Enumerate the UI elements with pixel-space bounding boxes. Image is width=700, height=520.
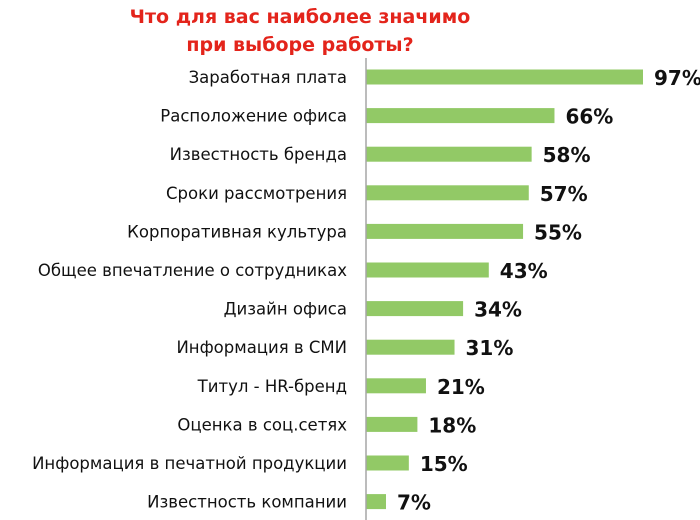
bar (366, 455, 409, 471)
bar (366, 262, 489, 278)
category-label: Информация в СМИ (176, 338, 347, 357)
category-label: Оценка в соц.сетях (177, 415, 347, 434)
value-label: 66% (565, 105, 613, 129)
category-label: Сроки рассмотрения (166, 184, 347, 203)
category-label: Расположение офиса (160, 107, 347, 126)
category-label: Общее впечатление о сотрудниках (38, 261, 347, 280)
category-label: Известность бренда (170, 145, 347, 164)
bar (366, 301, 464, 317)
value-label: 55% (534, 220, 582, 244)
value-label: 57% (540, 182, 588, 206)
bar (366, 223, 524, 239)
category-label: Титул - HR-бренд (197, 377, 347, 396)
category-label: Известность компании (147, 493, 347, 512)
bar (366, 69, 643, 85)
value-label: 43% (500, 259, 548, 283)
chart-title-line-2: при выборе работы? (186, 34, 414, 56)
value-label: 58% (543, 143, 591, 167)
category-label: Дизайн офиса (224, 300, 347, 319)
value-label: 18% (428, 413, 476, 437)
bar (366, 378, 426, 394)
value-label: 34% (474, 298, 522, 322)
category-label: Информация в печатной продукции (32, 454, 347, 473)
value-label: 31% (466, 336, 514, 360)
value-label: 21% (437, 375, 485, 399)
bar (366, 339, 455, 355)
bar (366, 185, 529, 201)
category-label: Корпоративная культура (127, 222, 347, 241)
value-label: 7% (397, 491, 431, 515)
chart-title-line-1: Что для вас наиболее значимо (129, 6, 471, 28)
bar (366, 146, 532, 162)
bar (366, 108, 555, 124)
value-label: 97% (654, 66, 700, 90)
value-label: 15% (420, 452, 468, 476)
bar (366, 416, 418, 432)
bar (366, 494, 386, 510)
category-label: Заработная плата (189, 68, 347, 87)
